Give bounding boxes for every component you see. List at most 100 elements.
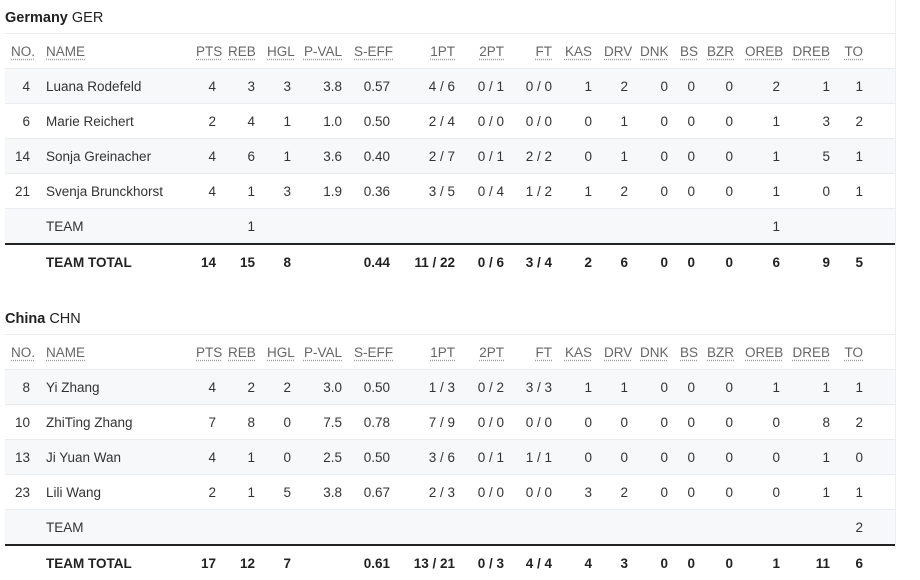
- column-header[interactable]: NO.: [5, 34, 36, 69]
- player-name[interactable]: Svenja Brunckhorst: [36, 173, 190, 209]
- column-header[interactable]: DNK: [634, 335, 674, 370]
- column-header[interactable]: 2PT: [461, 335, 510, 370]
- player-row: TEAM 2: [5, 509, 895, 546]
- stat-cell: 2 / 7: [396, 138, 461, 174]
- column-header[interactable]: BZR: [701, 335, 739, 370]
- stat-cell: 0 / 0: [461, 404, 510, 440]
- stat-cell: 0 / 0: [461, 474, 510, 510]
- column-header[interactable]: DRV: [598, 335, 634, 370]
- column-header[interactable]: NAME: [36, 335, 190, 370]
- stat-cell: 10: [5, 404, 36, 440]
- column-header[interactable]: BZR: [701, 34, 739, 69]
- column-header[interactable]: KAS: [558, 335, 598, 370]
- column-header[interactable]: REB: [222, 335, 261, 370]
- player-name[interactable]: Marie Reichert: [36, 103, 190, 139]
- column-header[interactable]: PTS: [190, 335, 222, 370]
- column-header[interactable]: NO.: [5, 335, 36, 370]
- column-header[interactable]: BS: [674, 335, 701, 370]
- player-name[interactable]: Yi Zhang: [36, 369, 190, 405]
- column-header[interactable]: HGL: [261, 34, 297, 69]
- total-cell: 0: [634, 544, 674, 580]
- stat-cell: 2: [598, 68, 634, 104]
- column-header[interactable]: 1PT: [396, 335, 461, 370]
- stat-cell: [701, 208, 739, 245]
- stat-cell: [297, 509, 348, 546]
- column-header[interactable]: 2PT: [461, 34, 510, 69]
- stat-cell: [510, 509, 558, 546]
- total-cell: 1: [739, 544, 786, 580]
- stat-cell: 1: [222, 474, 261, 510]
- player-name[interactable]: Ji Yuan Wan: [36, 439, 190, 475]
- stat-cell: 0: [558, 404, 598, 440]
- column-header[interactable]: DNK: [634, 34, 674, 69]
- player-name[interactable]: Luana Rodefeld: [36, 68, 190, 104]
- total-cell: 4: [558, 544, 598, 580]
- stat-cell: 0: [786, 173, 836, 209]
- column-header[interactable]: PTS: [190, 34, 222, 69]
- stat-cell: 0.57: [348, 68, 396, 104]
- total-cell: 0: [701, 243, 739, 279]
- total-cell: 0.44: [348, 243, 396, 279]
- stat-cell: 3.8: [297, 68, 348, 104]
- column-header[interactable]: FT: [510, 34, 558, 69]
- stat-cell: 1: [836, 138, 895, 174]
- stats-table: NO. NAME PTS REB HGL P-VAL S-EFF 1PT 2PT FT KAS DRV…: [5, 34, 895, 279]
- player-name[interactable]: TEAM: [36, 208, 190, 245]
- column-header[interactable]: 1PT: [396, 34, 461, 69]
- stat-cell: 0: [261, 404, 297, 440]
- player-name[interactable]: Sonja Greinacher: [36, 138, 190, 174]
- stat-cell: 1.9: [297, 173, 348, 209]
- column-header[interactable]: S-EFF: [348, 34, 396, 69]
- stat-cell: 0: [701, 439, 739, 475]
- column-header[interactable]: OREB: [739, 34, 786, 69]
- column-header[interactable]: S-EFF: [348, 335, 396, 370]
- column-header[interactable]: DREB: [786, 335, 836, 370]
- column-header[interactable]: DRV: [598, 34, 634, 69]
- stat-cell: 0.67: [348, 474, 396, 510]
- column-header[interactable]: NAME: [36, 34, 190, 69]
- stat-cell: 1: [222, 208, 261, 245]
- column-header[interactable]: HGL: [261, 335, 297, 370]
- player-name[interactable]: Lili Wang: [36, 474, 190, 510]
- total-cell: 6: [739, 243, 786, 279]
- column-header[interactable]: KAS: [558, 34, 598, 69]
- column-header[interactable]: OREB: [739, 335, 786, 370]
- stat-cell: 1: [739, 138, 786, 174]
- stat-cell: 0: [261, 439, 297, 475]
- column-header[interactable]: P-VAL: [297, 335, 348, 370]
- stat-cell: 0: [598, 404, 634, 440]
- column-header[interactable]: DREB: [786, 34, 836, 69]
- stat-cell: 1: [222, 439, 261, 475]
- total-cell: 14: [190, 243, 222, 279]
- box-score: Germany GER NO. NAME PTS REB HGL P-VAL S-EFF 1PT…: [5, 0, 896, 580]
- stat-cell: 1: [558, 68, 598, 104]
- stat-cell: 0: [674, 103, 701, 139]
- column-header[interactable]: TO: [836, 34, 895, 69]
- stat-cell: [598, 208, 634, 245]
- stat-cell: [348, 208, 396, 245]
- stat-cell: 3: [261, 173, 297, 209]
- stat-cell: 1: [786, 474, 836, 510]
- stat-cell: 2: [261, 369, 297, 405]
- stat-cell: 0: [674, 439, 701, 475]
- stat-cell: 1: [558, 369, 598, 405]
- column-header[interactable]: P-VAL: [297, 34, 348, 69]
- column-header[interactable]: TO: [836, 335, 895, 370]
- stat-cell: 13: [5, 439, 36, 475]
- stat-cell: 4: [190, 369, 222, 405]
- column-header[interactable]: BS: [674, 34, 701, 69]
- stat-cell: 0.40: [348, 138, 396, 174]
- stat-cell: [396, 509, 461, 546]
- total-cell: 3 / 4: [510, 243, 558, 279]
- stat-cell: [674, 208, 701, 245]
- stat-cell: 0: [739, 404, 786, 440]
- header-row: NO. NAME PTS REB HGL P-VAL S-EFF 1PT 2PT FT KAS DRV…: [5, 335, 895, 370]
- stat-cell: 0: [701, 474, 739, 510]
- total-cell: 0: [674, 544, 701, 580]
- column-header[interactable]: FT: [510, 335, 558, 370]
- column-header[interactable]: REB: [222, 34, 261, 69]
- player-name[interactable]: ZhiTing Zhang: [36, 404, 190, 440]
- player-name[interactable]: TEAM: [36, 509, 190, 546]
